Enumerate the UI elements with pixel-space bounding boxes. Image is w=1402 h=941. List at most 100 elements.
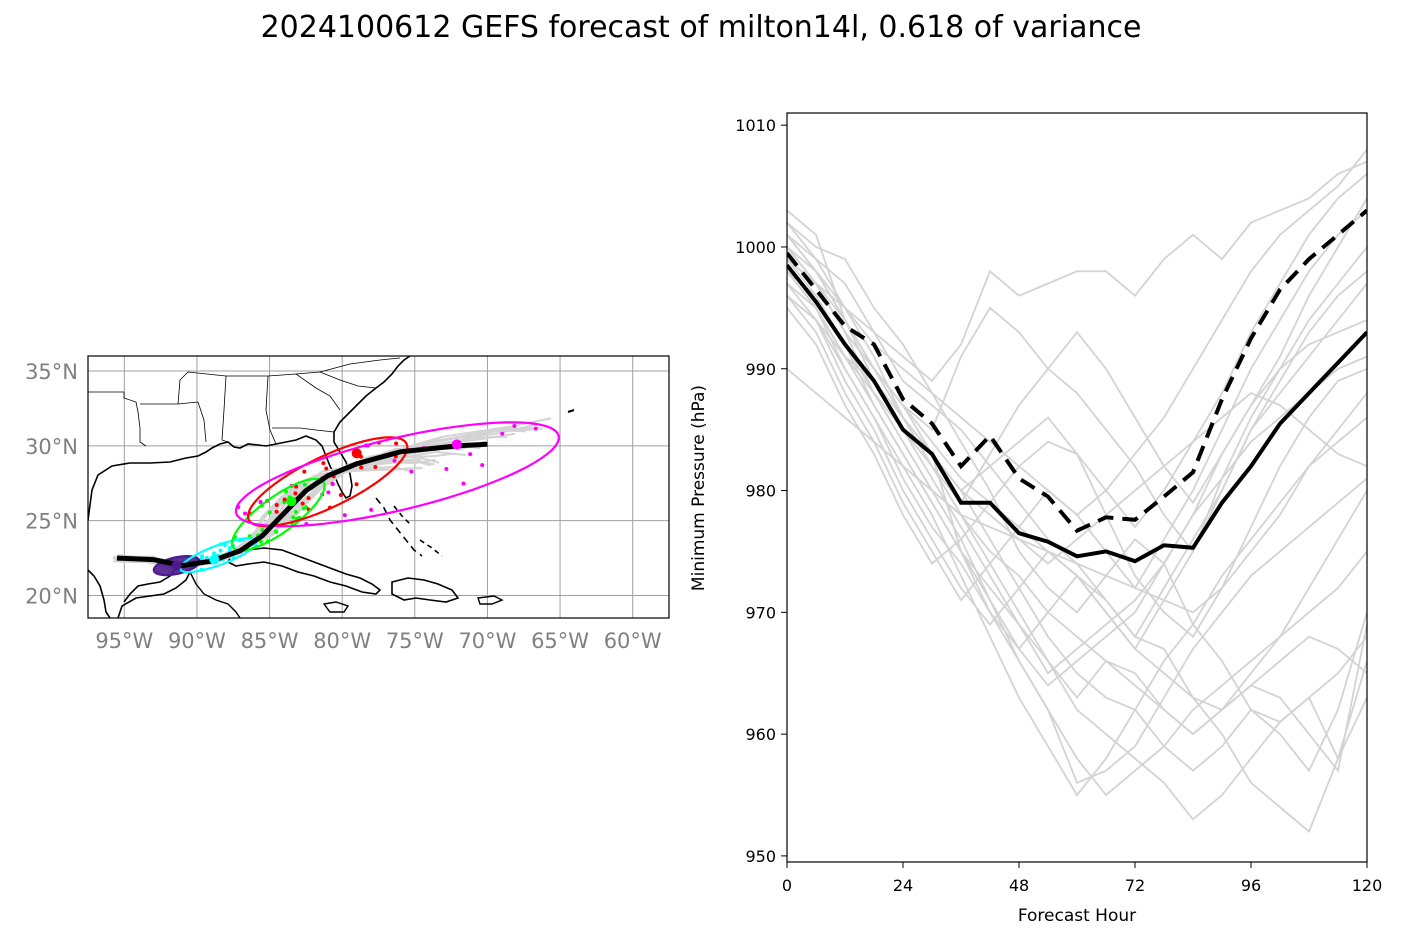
member-position xyxy=(373,464,378,469)
member-position xyxy=(533,426,538,431)
map-lon-tick-label: 80°W xyxy=(313,629,371,653)
x-tick-label: 96 xyxy=(1241,876,1261,895)
map-lat-tick-label: 20°N xyxy=(25,585,78,609)
member-position xyxy=(218,548,223,553)
map-lon-tick-label: 75°W xyxy=(386,629,444,653)
member-pressure-line xyxy=(787,234,1367,834)
x-axis-label: Forecast Hour xyxy=(1018,906,1136,926)
x-tick-label: 120 xyxy=(1352,876,1383,895)
member-pressure-line xyxy=(787,148,1367,517)
member-pressure-line xyxy=(787,234,1367,565)
member-position xyxy=(274,502,279,507)
member-pressure-line xyxy=(787,246,1367,675)
member-pressure-line xyxy=(787,221,1367,761)
x-axis-ticks: 0 24 48 72 96 120 xyxy=(782,862,1382,895)
x-tick-label: 72 xyxy=(1125,876,1145,895)
member-pressure-line xyxy=(787,295,1367,797)
map-lon-tick-label: 70°W xyxy=(458,629,516,653)
member-position xyxy=(461,481,466,486)
member-position xyxy=(293,491,298,496)
track-map: 95°W 90°W 85°W 80°W 75°W 70°W 65°W 60°W 20°N 25°… xyxy=(25,355,670,653)
member-position xyxy=(480,463,485,468)
member-pressure-line xyxy=(787,234,1367,554)
figure-title: 2024100612 GEFS forecast of milton14l, 0… xyxy=(260,10,1142,45)
member-position xyxy=(342,513,347,518)
y-tick-label: 970 xyxy=(745,603,776,622)
member-position xyxy=(291,515,296,520)
uncertainty-ellipse xyxy=(234,421,560,528)
member-position xyxy=(394,441,399,446)
mean-position-marker xyxy=(451,439,462,450)
member-position xyxy=(258,539,263,544)
map-gridlines xyxy=(88,356,669,618)
member-position xyxy=(293,509,298,514)
map-lat-tick-label: 35°N xyxy=(25,360,78,384)
pressure-series xyxy=(787,148,1367,834)
solid-pressure-line xyxy=(787,263,1367,564)
member-track xyxy=(116,427,541,569)
member-position xyxy=(302,482,307,487)
ensemble-tracks xyxy=(112,417,552,571)
member-position xyxy=(273,529,278,534)
mean-track xyxy=(116,439,488,571)
map-lon-tick-label: 85°W xyxy=(241,629,299,653)
member-position xyxy=(301,506,306,511)
plot-frame xyxy=(786,112,1368,863)
mean-position-marker xyxy=(209,554,220,565)
uncertainty-ellipse xyxy=(230,477,326,552)
member-pressure-line xyxy=(787,197,1367,505)
member-pressure-line xyxy=(787,270,1367,797)
pressure-chart: 0 24 48 72 96 120 950 960 970 980 990 1000 1010 For… xyxy=(689,112,1382,926)
x-tick-label: 24 xyxy=(893,876,913,895)
member-position xyxy=(258,500,263,505)
y-tick-label: 1010 xyxy=(735,116,776,135)
mean-track-line xyxy=(116,441,488,569)
member-pressure-line xyxy=(787,246,1367,773)
member-position xyxy=(444,466,449,471)
member-pressure-line xyxy=(787,270,1367,651)
mean-position-marker xyxy=(351,448,362,459)
map-lat-tick-label: 25°N xyxy=(25,510,78,534)
map-lon-ticks: 95°W 90°W 85°W 80°W 75°W 70°W 65°W 60°W xyxy=(95,629,662,653)
member-pressure-line xyxy=(787,246,1367,736)
member-position xyxy=(267,510,272,515)
member-position xyxy=(321,461,326,466)
member-position xyxy=(294,484,299,489)
uncertainty-ellipse xyxy=(179,536,259,574)
y-axis-label: Minimum Pressure (hPa) xyxy=(689,385,709,591)
x-tick-label: 0 xyxy=(782,876,792,895)
uncertainty-ellipse xyxy=(247,436,409,528)
map-lon-tick-label: 60°W xyxy=(604,629,662,653)
member-pressure-line xyxy=(787,160,1367,383)
member-position xyxy=(260,528,265,533)
member-position xyxy=(274,509,279,514)
y-tick-label: 1000 xyxy=(735,238,776,257)
member-position xyxy=(200,554,205,559)
member-position xyxy=(326,490,331,495)
map-lon-tick-label: 65°W xyxy=(531,629,589,653)
map-lat-ticks: 20°N 25°N 30°N 35°N xyxy=(25,360,78,609)
member-track xyxy=(118,428,534,564)
member-position xyxy=(300,501,305,506)
dashed-pressure-line xyxy=(787,208,1367,534)
member-position xyxy=(338,493,343,498)
member-position xyxy=(354,482,359,487)
member-position xyxy=(227,546,232,551)
member-position xyxy=(409,469,414,474)
coastlines xyxy=(88,356,575,618)
member-position xyxy=(324,466,329,471)
member-position xyxy=(212,551,217,556)
y-axis-ticks: 950 960 970 980 990 1000 1010 xyxy=(735,116,787,866)
y-tick-label: 980 xyxy=(745,482,776,501)
member-pressure-line xyxy=(787,258,1367,711)
member-position xyxy=(204,555,209,560)
member-pressure-line xyxy=(787,295,1367,639)
member-position xyxy=(500,431,505,436)
member-pressure-line xyxy=(787,368,1367,614)
x-tick-label: 48 xyxy=(1009,876,1029,895)
member-position xyxy=(369,507,374,512)
member-position xyxy=(302,469,307,474)
map-lon-tick-label: 90°W xyxy=(168,629,226,653)
member-position xyxy=(243,511,248,516)
